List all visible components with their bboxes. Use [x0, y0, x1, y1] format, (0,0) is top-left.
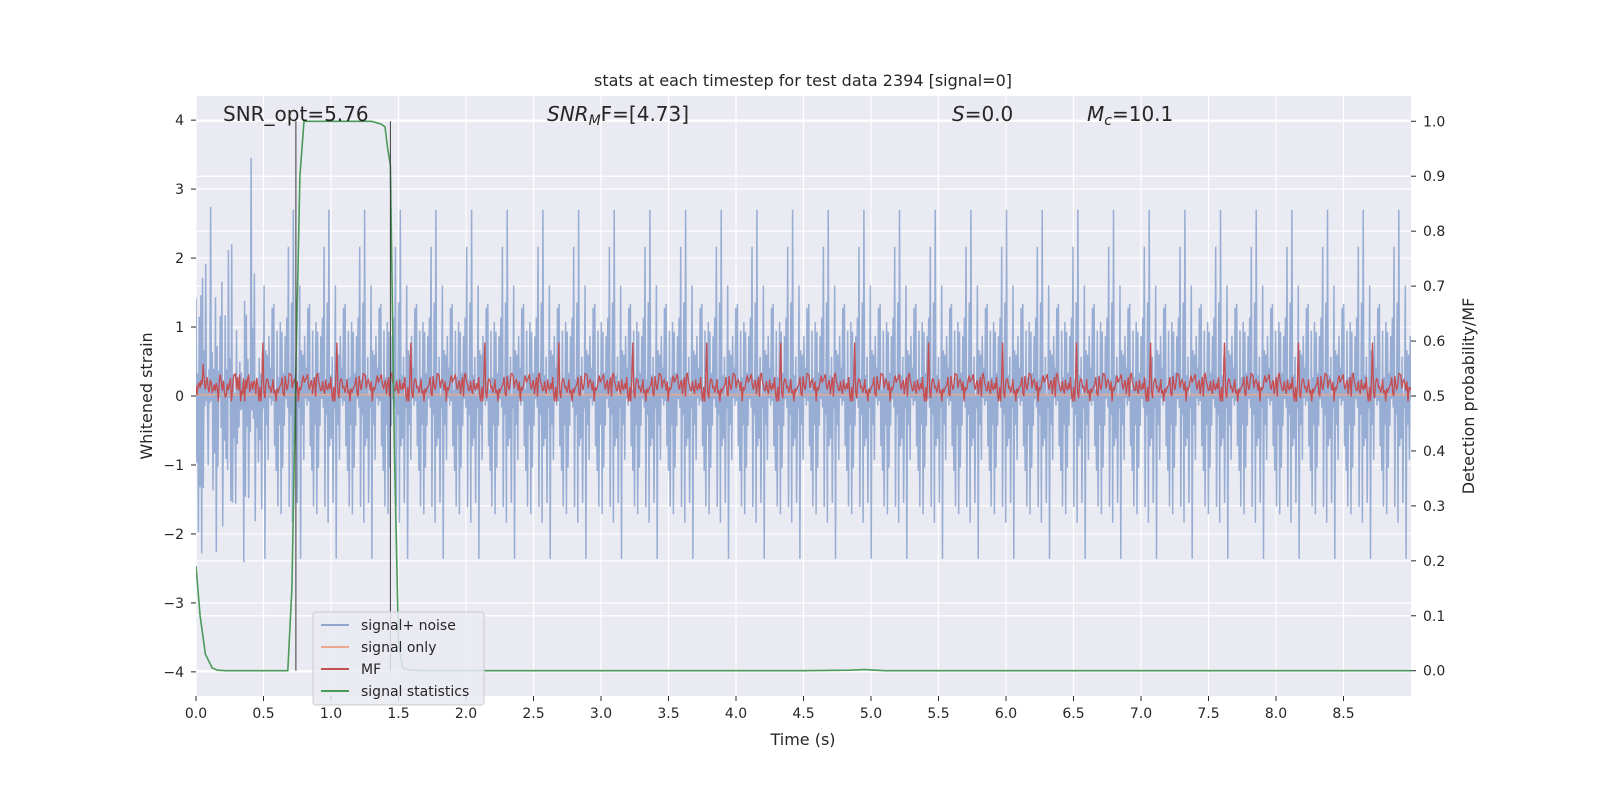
y-tick-label: 0 — [175, 389, 184, 405]
annotation-mc: Mc=10.1 — [1087, 102, 1173, 129]
y2-tick-label: 0.1 — [1423, 609, 1445, 625]
y2-tick-label: 1.0 — [1423, 114, 1445, 130]
x-tick-label: 2.0 — [455, 706, 477, 722]
annotation-s: S=0.0 — [952, 102, 1013, 126]
y-axis-label: Whitened strain — [137, 332, 156, 459]
annotation-snr-opt: SNR_opt=5.76 — [223, 102, 369, 126]
x-tick-label: 1.0 — [320, 706, 342, 722]
series-line-mf — [196, 342, 1411, 402]
chart-title: stats at each timestep for test data 239… — [594, 71, 1012, 90]
x-tick-label: 4.0 — [725, 706, 747, 722]
y2-tick-label: 0.9 — [1423, 169, 1445, 185]
x-tick-label: 5.5 — [927, 706, 949, 722]
legend-label-mf: MF — [361, 662, 381, 678]
x-tick-label: 1.5 — [387, 706, 409, 722]
y2-tick-label: 0.5 — [1423, 389, 1445, 405]
x-tick-label: 4.5 — [792, 706, 814, 722]
y2-axis-ticks: 1.0 0.9 0.8 0.7 0.6 0.5 0.4 0.3 0.2 0.1 0.0 — [1411, 114, 1445, 680]
x-tick-label: 5.0 — [860, 706, 882, 722]
y-tick-label: −4 — [163, 665, 184, 681]
y2-tick-label: 0.7 — [1423, 279, 1445, 295]
y2-tick-label: 0.0 — [1423, 664, 1445, 680]
y2-axis-label: Detection probability/MF — [1459, 298, 1478, 495]
y-tick-label: −2 — [163, 527, 184, 543]
y-tick-label: 1 — [175, 320, 184, 336]
x-tick-label: 6.5 — [1062, 706, 1084, 722]
x-tick-label: 0.0 — [185, 706, 207, 722]
x-tick-label: 3.0 — [590, 706, 612, 722]
annotation-snr-mf: SNRMF=[4.73] — [547, 102, 689, 129]
x-tick-label: 7.0 — [1130, 706, 1152, 722]
legend: signal+ noise signal only MF signal stat… — [312, 611, 485, 706]
y-tick-label: 3 — [175, 182, 184, 198]
x-axis-label: Time (s) — [769, 730, 835, 749]
x-tick-label: 3.5 — [657, 706, 679, 722]
x-tick-label: 6.0 — [995, 706, 1017, 722]
x-tick-label: 2.5 — [522, 706, 544, 722]
y-tick-label: 4 — [175, 113, 184, 129]
legend-label-signal-statistics: signal statistics — [361, 684, 469, 700]
y-tick-label: −3 — [163, 596, 184, 612]
x-axis-ticks: 0.0 0.5 1.0 1.5 2.0 2.5 3.0 3.5 4.0 4.5 5.0 5.5 6.0 6… — [185, 696, 1355, 722]
legend-label-signal-only: signal only — [361, 640, 436, 656]
x-tick-label: 0.5 — [252, 706, 274, 722]
series-line-signal-statistics — [196, 120, 1411, 672]
x-tick-label: 8.0 — [1265, 706, 1287, 722]
y2-tick-label: 0.4 — [1423, 444, 1445, 460]
y-axis-ticks: 4 3 2 1 0 −1 −2 −3 −4 — [163, 113, 196, 681]
y2-tick-label: 0.2 — [1423, 554, 1445, 570]
y2-tick-label: 0.6 — [1423, 334, 1445, 350]
legend-box — [312, 611, 485, 706]
x-tick-label: 7.5 — [1197, 706, 1219, 722]
y-tick-label: −1 — [163, 458, 184, 474]
y-tick-label: 2 — [175, 251, 184, 267]
legend-label-signal-plus-noise: signal+ noise — [361, 618, 456, 634]
series-line-signal-plus-noise — [196, 157, 1411, 563]
y2-tick-label: 0.3 — [1423, 499, 1445, 515]
y2-tick-label: 0.8 — [1423, 224, 1445, 240]
x-tick-label: 8.5 — [1332, 706, 1354, 722]
